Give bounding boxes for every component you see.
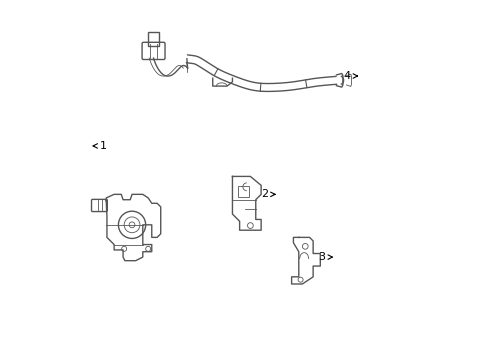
Bar (148, 32, 159, 45)
Text: 4: 4 (343, 71, 358, 81)
Text: 3: 3 (318, 252, 332, 262)
Text: 1: 1 (93, 141, 107, 151)
Bar (238, 186, 249, 197)
Text: 2: 2 (261, 189, 275, 199)
